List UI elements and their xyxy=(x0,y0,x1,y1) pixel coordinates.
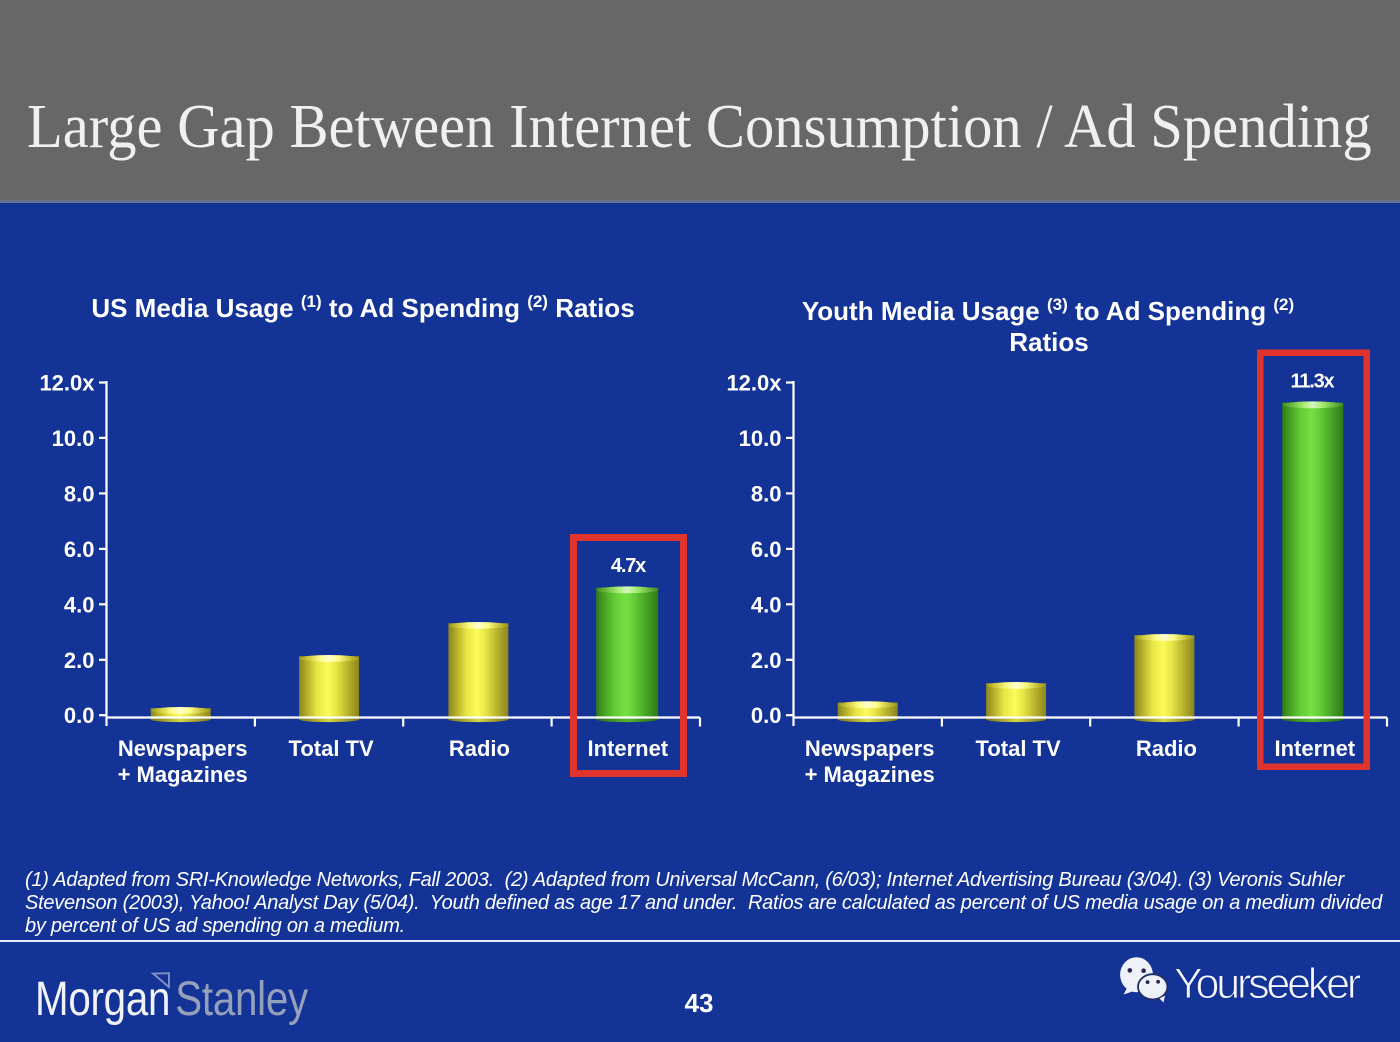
svg-text:2.0: 2.0 xyxy=(751,648,782,673)
svg-text:Newspapers: Newspapers xyxy=(118,736,248,761)
svg-text:0.0: 0.0 xyxy=(751,703,782,728)
svg-text:11.3x: 11.3x xyxy=(1291,370,1335,392)
svg-text:8.0: 8.0 xyxy=(751,481,782,506)
svg-text:Radio: Radio xyxy=(1136,736,1197,761)
svg-text:Ratios: Ratios xyxy=(1009,327,1088,357)
svg-text:4.0: 4.0 xyxy=(751,592,782,617)
svg-text:10.0: 10.0 xyxy=(52,426,95,451)
svg-text:US Media Usage (1) to Ad Spend: US Media Usage (1) to Ad Spending (2) Ra… xyxy=(91,292,634,323)
svg-text:Newspapers: Newspapers xyxy=(805,736,935,761)
svg-text:12.0x: 12.0x xyxy=(39,371,95,396)
svg-text:4.0: 4.0 xyxy=(64,592,95,617)
svg-text:4.7x: 4.7x xyxy=(611,555,646,577)
svg-text:2.0: 2.0 xyxy=(64,648,95,673)
svg-text:Internet: Internet xyxy=(587,736,668,761)
svg-text:Total TV: Total TV xyxy=(976,736,1061,761)
svg-text:6.0: 6.0 xyxy=(751,537,782,562)
svg-text:6.0: 6.0 xyxy=(64,537,95,562)
svg-text:Youth Media Usage (3) to Ad Sp: Youth Media Usage (3) to Ad Spending (2) xyxy=(802,295,1294,326)
svg-text:10.0: 10.0 xyxy=(739,426,782,451)
svg-text:0.0: 0.0 xyxy=(64,703,95,728)
svg-text:Internet: Internet xyxy=(1274,736,1355,761)
svg-text:Radio: Radio xyxy=(449,736,510,761)
svg-text:8.0: 8.0 xyxy=(64,481,95,506)
svg-text:+ Magazines: + Magazines xyxy=(805,762,935,787)
svg-text:+ Magazines: + Magazines xyxy=(118,762,248,787)
svg-text:12.0x: 12.0x xyxy=(726,371,782,396)
svg-text:Total TV: Total TV xyxy=(289,736,374,761)
